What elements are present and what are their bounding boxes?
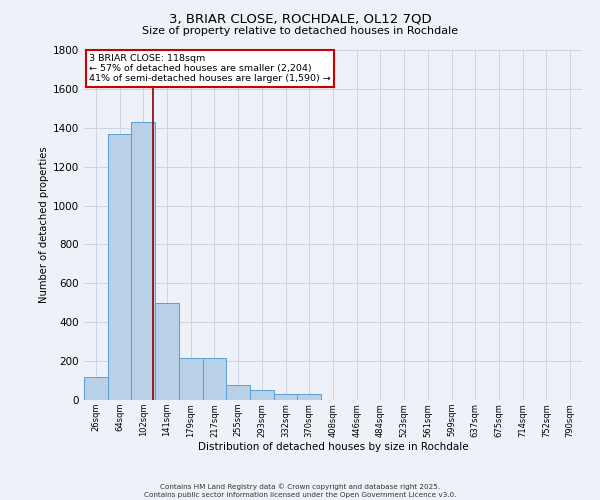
- Bar: [155, 303, 179, 400]
- Y-axis label: Number of detached properties: Number of detached properties: [39, 146, 49, 304]
- Bar: [131, 122, 155, 400]
- Bar: [274, 394, 298, 400]
- Text: Contains HM Land Registry data © Crown copyright and database right 2025.
Contai: Contains HM Land Registry data © Crown c…: [144, 484, 456, 498]
- Bar: [84, 376, 108, 400]
- Bar: [203, 358, 226, 400]
- Text: 3 BRIAR CLOSE: 118sqm
← 57% of detached houses are smaller (2,204)
41% of semi-d: 3 BRIAR CLOSE: 118sqm ← 57% of detached …: [89, 54, 331, 84]
- Bar: [226, 386, 250, 400]
- X-axis label: Distribution of detached houses by size in Rochdale: Distribution of detached houses by size …: [197, 442, 469, 452]
- Bar: [108, 134, 131, 400]
- Text: 3, BRIAR CLOSE, ROCHDALE, OL12 7QD: 3, BRIAR CLOSE, ROCHDALE, OL12 7QD: [169, 12, 431, 26]
- Bar: [250, 390, 274, 400]
- Bar: [298, 394, 321, 400]
- Bar: [179, 358, 203, 400]
- Text: Size of property relative to detached houses in Rochdale: Size of property relative to detached ho…: [142, 26, 458, 36]
